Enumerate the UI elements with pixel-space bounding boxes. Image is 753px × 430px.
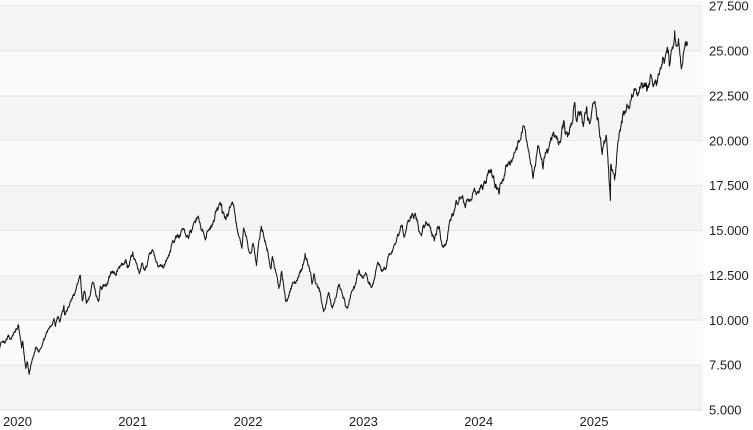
plot-band: [0, 0, 703, 6]
y-axis-label: 5.000: [709, 403, 742, 418]
x-axis-label: 2024: [464, 414, 493, 429]
y-axis-label: 25.000: [709, 43, 749, 58]
plot-band: [0, 320, 703, 366]
plot-band: [0, 275, 703, 321]
x-axis-label: 2023: [349, 414, 378, 429]
x-axis-label: 2022: [234, 414, 263, 429]
x-axis-label: 2021: [118, 414, 147, 429]
gridlines: [0, 5, 703, 411]
plot-band: [0, 95, 703, 141]
plot-bands: [0, 0, 703, 410]
plot-band: [0, 50, 703, 96]
plot-band: [0, 185, 703, 231]
y-axis-label: 7.500: [709, 358, 742, 373]
plot-band: [0, 230, 703, 276]
y-axis-label: 12.500: [709, 268, 749, 283]
y-axis-label: 15.000: [709, 223, 749, 238]
x-axis-label: 2025: [580, 414, 609, 429]
plot-band: [0, 365, 703, 410]
y-axis-label: 27.500: [709, 0, 749, 14]
y-axis-label: 20.000: [709, 133, 749, 148]
y-axis-labels: 27.500 25.000 22.500 20.000 17.500 15.000 12.5…: [709, 0, 749, 418]
y-axis-label: 17.500: [709, 178, 749, 193]
plot-band: [0, 6, 703, 51]
price-series: [0, 30, 688, 375]
y-axis-label: 10.000: [709, 313, 749, 328]
plot-band: [0, 140, 703, 186]
price-line: [0, 30, 688, 375]
plot-area[interactable]: [0, 0, 703, 410]
y-axis-label: 22.500: [709, 88, 749, 103]
x-axis-label: 2020: [3, 414, 32, 429]
x-axis-labels: 2020 2021 2022 2023 2024 2025: [3, 414, 608, 429]
